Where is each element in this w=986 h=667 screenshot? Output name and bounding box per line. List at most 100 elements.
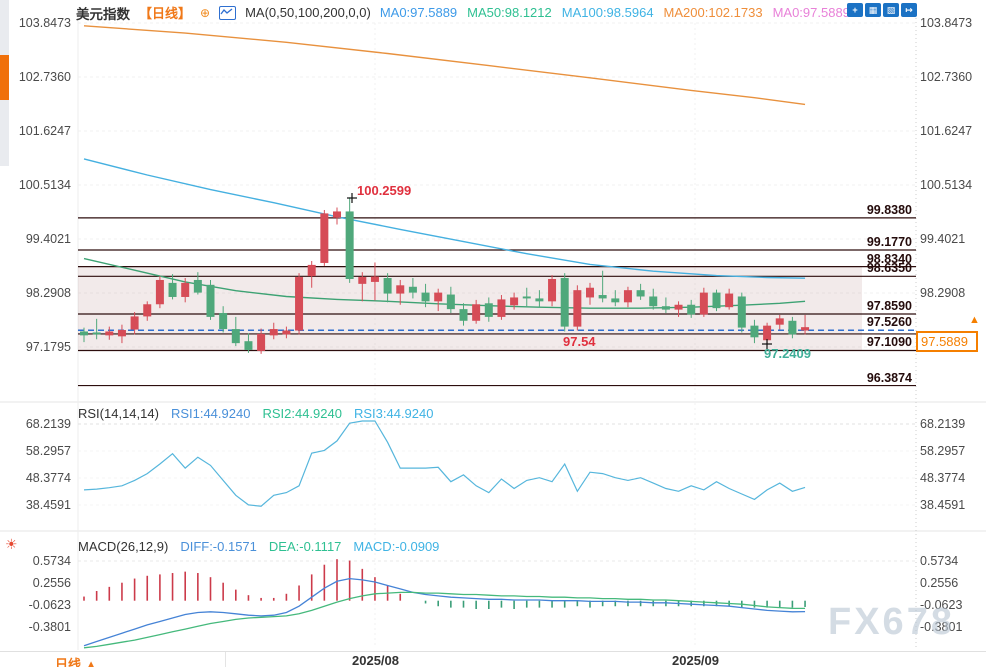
- candle[interactable]: [560, 278, 569, 327]
- candle[interactable]: [636, 290, 645, 297]
- candle[interactable]: [193, 279, 202, 293]
- candle[interactable]: [168, 282, 177, 297]
- candle[interactable]: [143, 304, 152, 317]
- candle[interactable]: [497, 299, 506, 317]
- candle[interactable]: [269, 329, 278, 336]
- macd-right-axis-label: -0.0623: [920, 598, 963, 612]
- candle[interactable]: [535, 298, 544, 302]
- candle[interactable]: [725, 293, 734, 308]
- latest-price-arrow-icon[interactable]: ▲: [969, 314, 980, 326]
- candle[interactable]: [788, 320, 797, 335]
- period-cell[interactable]: 日线 ▲: [0, 652, 226, 667]
- main-right-axis-label: 101.6247: [920, 124, 973, 139]
- candle[interactable]: [333, 211, 341, 218]
- candle[interactable]: [295, 277, 304, 331]
- macd-left-axis-label: 0.2556: [32, 576, 71, 590]
- crosshair-tool-icon[interactable]: +: [847, 3, 863, 17]
- candle[interactable]: [421, 292, 430, 302]
- diff-line: [83, 577, 806, 647]
- candle[interactable]: [117, 330, 126, 337]
- axis-scale-icon[interactable]: ▧: [883, 3, 899, 17]
- candle[interactable]: [699, 292, 708, 315]
- candle[interactable]: [383, 278, 392, 294]
- candle[interactable]: [434, 292, 443, 302]
- candle[interactable]: [687, 304, 696, 315]
- candle[interactable]: [712, 292, 721, 309]
- cursor-cross-marks: [347, 193, 772, 349]
- ma-value-label: MA200:102.1733: [663, 5, 763, 20]
- level-price-label: 97.5260: [866, 315, 912, 330]
- zoom-area-icon[interactable]: ▦: [865, 3, 881, 17]
- macd-left-axis-label: -0.3801: [28, 620, 71, 634]
- bottom-period-label[interactable]: 日线: [55, 657, 82, 667]
- go-to-latest-icon[interactable]: ↦: [901, 3, 917, 17]
- rsi-header: RSI(14,14,14) RSI1:44.9240 RSI2:44.9240 RS…: [78, 406, 433, 421]
- candle[interactable]: [661, 306, 670, 310]
- rsi-right-axis-label: 48.3774: [920, 470, 966, 485]
- candle[interactable]: [408, 286, 417, 293]
- ma100-line: [83, 158, 806, 279]
- macd-left-axis-label: -0.0623: [28, 598, 71, 612]
- date-axis-label: 2025/09: [672, 653, 719, 667]
- ma-chart-icon[interactable]: [219, 5, 237, 20]
- candle[interactable]: [472, 304, 481, 321]
- candle[interactable]: [750, 325, 759, 338]
- level-price-label: 96.3874: [866, 370, 912, 385]
- candle[interactable]: [737, 296, 746, 328]
- indicator-value-label: DEA:-0.1117: [268, 539, 342, 554]
- chart-annotation: 97.2409: [764, 346, 811, 361]
- candle[interactable]: [611, 298, 620, 303]
- period-label[interactable]: 【日线】: [139, 6, 192, 21]
- candle[interactable]: [358, 277, 367, 284]
- candle[interactable]: [801, 327, 810, 331]
- ma-value-label: MA0:97.5889: [772, 5, 850, 20]
- add-indicator-icon[interactable]: ⊕: [200, 5, 211, 20]
- chart-annotation: 100.2599: [357, 183, 412, 198]
- candle[interactable]: [522, 296, 531, 299]
- candle[interactable]: [484, 303, 493, 317]
- candle[interactable]: [396, 285, 405, 294]
- candle[interactable]: [92, 332, 101, 335]
- rsi-title[interactable]: RSI(14,14,14): [78, 406, 159, 421]
- candle[interactable]: [257, 333, 266, 351]
- candle[interactable]: [775, 318, 784, 325]
- candle[interactable]: [206, 284, 215, 317]
- left-scrollbar-thumb[interactable]: [0, 55, 9, 100]
- rsi-right-axis-label: 68.2139: [920, 417, 966, 431]
- main-left-axis-label: 103.8473: [18, 16, 71, 30]
- ma-settings-label[interactable]: MA(0,50,100,200,0,0): [245, 5, 371, 20]
- drawing-marker-icon[interactable]: ☀: [5, 536, 18, 552]
- candle[interactable]: [649, 296, 658, 307]
- candle[interactable]: [181, 282, 190, 297]
- candle[interactable]: [586, 287, 594, 298]
- indicator-value-label: DIFF:-0.1571: [180, 539, 257, 554]
- candle[interactable]: [623, 290, 632, 303]
- candle[interactable]: [459, 309, 468, 321]
- candle[interactable]: [307, 264, 316, 277]
- left-scrollbar-track[interactable]: [0, 0, 9, 166]
- candle[interactable]: [80, 331, 88, 336]
- candle[interactable]: [510, 297, 519, 306]
- candle[interactable]: [763, 325, 772, 341]
- period-dropdown-icon[interactable]: ▲: [84, 657, 98, 667]
- candle[interactable]: [370, 276, 379, 282]
- candle[interactable]: [345, 211, 354, 279]
- candle[interactable]: [598, 295, 607, 299]
- candle[interactable]: [105, 331, 114, 336]
- candle[interactable]: [446, 294, 455, 310]
- candle[interactable]: [130, 316, 139, 330]
- candle[interactable]: [320, 213, 329, 263]
- candle[interactable]: [244, 341, 253, 350]
- main-right-axis-label: 98.2908: [920, 286, 966, 301]
- rsi-left-axis-label: 48.3774: [25, 470, 71, 485]
- candle[interactable]: [219, 313, 228, 330]
- macd-histogram: [83, 559, 806, 610]
- candle[interactable]: [231, 329, 240, 344]
- candle[interactable]: [573, 290, 582, 327]
- candle[interactable]: [674, 304, 683, 310]
- candle[interactable]: [282, 330, 291, 335]
- macd-title[interactable]: MACD(26,12,9): [78, 539, 169, 554]
- candle[interactable]: [155, 279, 164, 305]
- candle[interactable]: [548, 278, 557, 302]
